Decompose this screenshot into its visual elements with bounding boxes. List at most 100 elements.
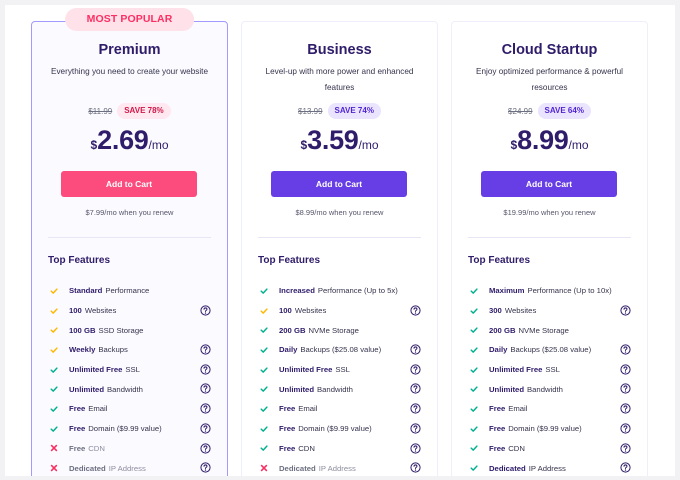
help-icon[interactable] [200, 462, 211, 473]
check-icon [48, 287, 60, 295]
help-icon[interactable] [620, 383, 631, 395]
check-icon [48, 366, 60, 374]
feature-highlight: Free [489, 404, 506, 414]
help-icon[interactable] [200, 403, 211, 414]
feature-text: Email [298, 404, 318, 414]
help-icon[interactable] [410, 344, 421, 355]
feature-item: Free Domain ($9.99 value) [48, 419, 211, 439]
help-icon[interactable] [620, 305, 631, 316]
feature-item: Unlimited Free SSL [48, 360, 211, 380]
feature-item: Unlimited Bandwidth [48, 379, 211, 399]
feature-list: Maximum Performance (Up to 10x) 300 Website… [468, 281, 631, 476]
help-icon[interactable] [620, 344, 631, 355]
feature-item: 100 Websites [48, 301, 211, 321]
feature-list: Standard Performance 100 Websites 100 GB SSD … [48, 281, 211, 476]
feature-item: Unlimited Bandwidth [258, 379, 421, 399]
help-icon[interactable] [410, 383, 421, 395]
feature-text: Bandwidth [527, 384, 563, 394]
feature-highlight: Unlimited Free [69, 365, 123, 375]
plan-subtitle: Everything you need to create your websi… [50, 67, 209, 76]
save-badge: SAVE 64% [537, 103, 591, 119]
feature-highlight: Free [279, 443, 296, 453]
feature-item: Increased Performance (Up to 5x) [258, 281, 421, 301]
top-features-heading: Top Features [258, 255, 321, 266]
feature-text: NVMe Storage [518, 325, 569, 335]
plan-subtitle: Enjoy optimized performance & powerful r… [476, 67, 623, 92]
check-icon [258, 287, 270, 295]
feature-highlight: Unlimited Free [279, 365, 333, 375]
check-icon [258, 444, 270, 452]
help-icon[interactable] [620, 403, 631, 414]
plan-price: $8.99/mo [452, 125, 647, 156]
feature-item: Free Domain ($9.99 value) [468, 419, 631, 439]
check-icon [48, 326, 60, 334]
original-price: $13.99 [298, 106, 323, 116]
feature-item: 100 GB SSD Storage [48, 320, 211, 340]
help-icon[interactable] [200, 423, 211, 434]
check-icon [258, 425, 270, 433]
price-period: /mo [358, 138, 379, 152]
check-icon [48, 346, 60, 354]
feature-highlight: Unlimited [489, 384, 525, 394]
feature-highlight: 200 GB [489, 325, 516, 335]
help-icon[interactable] [200, 442, 211, 454]
feature-item: 200 GB NVMe Storage [258, 320, 421, 340]
feature-highlight: Dedicated [489, 463, 526, 473]
help-icon[interactable] [410, 442, 421, 454]
feature-highlight: 100 [279, 306, 292, 316]
renew-price-note: $19.99/mo when you renew [503, 208, 596, 217]
feature-text: Domain ($9.99 value) [88, 424, 162, 434]
feature-item: Free CDN [258, 439, 421, 459]
divider [468, 237, 631, 238]
help-icon[interactable] [620, 462, 631, 473]
help-icon[interactable] [620, 364, 631, 375]
check-icon [468, 307, 480, 315]
help-icon[interactable] [200, 305, 211, 316]
feature-text: Domain ($9.99 value) [298, 424, 372, 434]
help-icon[interactable] [620, 442, 631, 454]
top-features-heading: Top Features [468, 255, 531, 266]
feature-item: Dedicated IP Address [258, 458, 421, 476]
feature-highlight: Dedicated [69, 463, 106, 473]
add-to-cart-button[interactable]: Add to Cart [481, 171, 617, 197]
help-icon[interactable] [410, 462, 421, 473]
help-icon[interactable] [410, 403, 421, 414]
renew-price-note: $8.99/mo when you renew [295, 208, 384, 217]
add-to-cart-button[interactable]: Add to Cart [271, 171, 407, 197]
add-to-cart-button[interactable]: Add to Cart [61, 171, 197, 197]
feature-text: Backups ($25.08 value) [510, 345, 592, 355]
feature-highlight: Free [69, 404, 86, 414]
help-icon[interactable] [200, 344, 211, 355]
feature-text: Email [508, 404, 528, 414]
check-icon [468, 326, 480, 334]
feature-item: 100 Websites [258, 301, 421, 321]
help-icon[interactable] [200, 383, 211, 395]
help-icon[interactable] [200, 364, 211, 375]
feature-text: Bandwidth [107, 384, 143, 394]
feature-text: Bandwidth [317, 384, 353, 394]
feature-text: Websites [294, 306, 327, 316]
feature-highlight: Free [279, 424, 296, 434]
plan-card-business: Business Level-up with more power and en… [241, 21, 438, 476]
check-icon [468, 287, 480, 295]
feature-text: IP Address [528, 463, 566, 473]
most-popular-badge: MOST POPULAR [64, 8, 195, 31]
cross-icon [48, 464, 60, 472]
feature-item: Free Domain ($9.99 value) [258, 419, 421, 439]
save-badge: SAVE 78% [117, 103, 171, 119]
currency-symbol: $ [300, 138, 308, 152]
renew-price-note: $7.99/mo when you renew [85, 208, 174, 217]
help-icon[interactable] [620, 423, 631, 434]
feature-text: Backups [98, 345, 128, 355]
help-icon[interactable] [410, 364, 421, 375]
feature-text: SSL [335, 365, 350, 375]
feature-item: Daily Backups ($25.08 value) [258, 340, 421, 360]
feature-text: Performance (Up to 10x) [527, 286, 612, 296]
help-icon[interactable] [410, 423, 421, 434]
help-icon[interactable] [410, 305, 421, 316]
plan-card-cloud-startup: Cloud Startup Enjoy optimized performanc… [451, 21, 648, 476]
feature-item: Daily Backups ($25.08 value) [468, 340, 631, 360]
feature-highlight: Unlimited [279, 384, 315, 394]
feature-list: Increased Performance (Up to 5x) 100 Websit… [258, 281, 421, 476]
check-icon [258, 366, 270, 374]
